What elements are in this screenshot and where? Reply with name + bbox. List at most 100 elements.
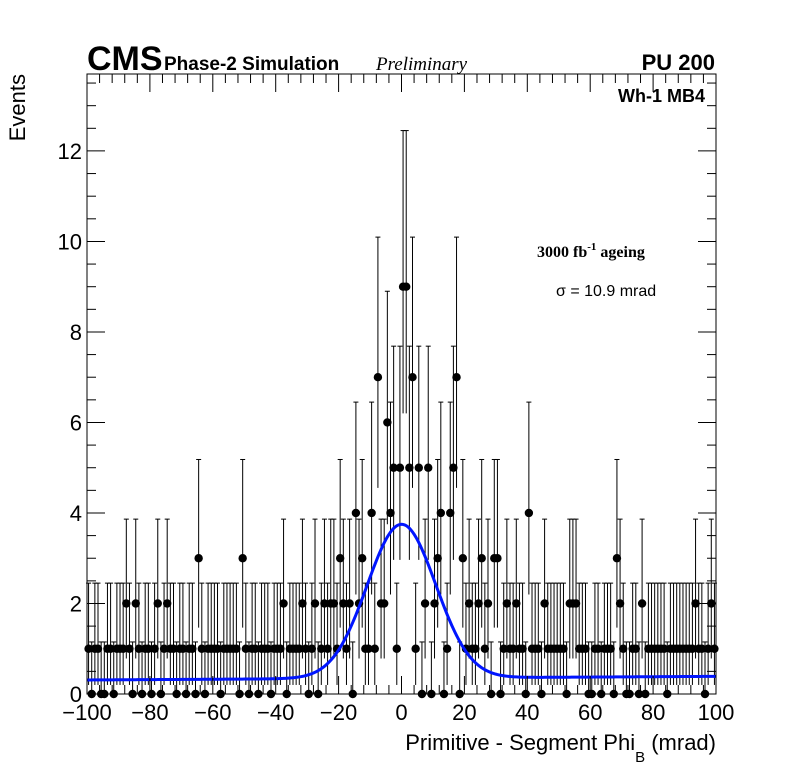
sigma-annotation: σ = 10.9 mrad <box>556 283 656 300</box>
data-point <box>512 599 521 608</box>
experiment-label: CMS <box>87 40 163 78</box>
x-tick-label: 100 <box>698 700 735 725</box>
ageing-annotation: 3000 fb-1 ageing <box>537 241 645 261</box>
data-point <box>571 599 581 608</box>
pileup-label: PU 200 <box>642 50 715 75</box>
data-point <box>524 508 534 518</box>
ageing-exponent: -1 <box>587 241 596 253</box>
data-point <box>194 554 203 563</box>
data-point <box>619 644 628 653</box>
x-axis-title-main: Primitive - Segment Phi <box>405 730 635 755</box>
data-point <box>477 554 486 563</box>
data-point <box>131 599 140 608</box>
data-point <box>480 644 490 653</box>
fit-curve <box>86 522 717 682</box>
y-tick-label: 6 <box>70 410 82 435</box>
data-point <box>367 508 376 518</box>
data-point <box>452 373 461 382</box>
data-point <box>373 373 383 382</box>
data-point <box>540 599 549 608</box>
data-point <box>342 644 351 653</box>
data-point <box>631 644 641 653</box>
data-point <box>323 644 332 653</box>
data-point <box>380 599 389 608</box>
data-point <box>178 644 188 653</box>
data-point <box>276 644 285 653</box>
data-point <box>637 599 647 608</box>
x-axis-title: Primitive - Segment PhiB (mrad) <box>405 730 716 766</box>
x-tick-label: 0 <box>395 700 407 725</box>
data-point <box>483 599 493 608</box>
data-point <box>364 644 373 653</box>
data-point <box>238 554 247 563</box>
data-point <box>474 599 483 608</box>
data-point <box>188 644 197 653</box>
data-point <box>606 644 615 653</box>
y-tick-label: 12 <box>58 139 82 164</box>
data-point <box>395 463 405 472</box>
data-point <box>471 644 480 653</box>
data-point <box>144 644 153 653</box>
data-point <box>691 599 700 608</box>
data-point <box>125 644 134 653</box>
data-point <box>213 644 222 653</box>
data-point <box>241 644 251 653</box>
data-point <box>279 599 288 608</box>
y-tick-label: 4 <box>70 501 82 526</box>
data-point <box>122 599 131 608</box>
status-label: Preliminary <box>375 54 468 75</box>
data-point <box>298 599 307 608</box>
data-point <box>659 644 669 653</box>
data-point <box>688 644 697 653</box>
data-point <box>335 554 345 563</box>
data-points <box>84 282 719 699</box>
data-point <box>411 644 420 653</box>
data-point <box>317 644 326 653</box>
x-tick-label: −60 <box>194 700 231 725</box>
data-point <box>232 644 241 653</box>
data-point <box>392 644 401 653</box>
data-point <box>357 554 367 563</box>
data-point <box>106 644 115 653</box>
data-point <box>581 644 590 653</box>
region-label: Wh-1 MB4 <box>618 86 705 106</box>
data-point <box>436 508 446 518</box>
y-tick-label: 2 <box>70 591 82 616</box>
data-point <box>414 463 423 472</box>
x-tick-label: −100 <box>62 700 112 725</box>
data-point <box>310 599 320 608</box>
data-point <box>433 554 442 563</box>
data-point <box>295 644 304 653</box>
data-point <box>251 644 260 653</box>
ageing-value: 3000 fb <box>537 244 587 261</box>
data-point <box>307 644 317 653</box>
data-point <box>449 463 458 472</box>
data-point <box>697 644 707 653</box>
data-point <box>508 644 518 653</box>
data-point <box>263 644 273 653</box>
data-point <box>93 644 103 653</box>
data-point <box>134 644 144 653</box>
data-point <box>162 599 172 608</box>
data-point <box>405 463 414 472</box>
axis-ticks <box>86 74 717 695</box>
y-tick-label: 0 <box>70 682 82 707</box>
data-point <box>351 508 361 518</box>
x-tick-label: 20 <box>452 700 476 725</box>
data-point <box>612 554 622 563</box>
y-tick-label: 8 <box>70 320 82 345</box>
data-point <box>389 463 398 472</box>
data-point <box>339 599 348 608</box>
data-point <box>420 599 430 608</box>
data-point <box>593 644 603 653</box>
data-point <box>408 373 417 382</box>
data-point <box>402 282 411 291</box>
x-tick-label: −20 <box>320 700 357 725</box>
data-point <box>615 599 625 608</box>
data-point <box>502 599 512 608</box>
axis-tick-labels: −100 −80 −60 −40 −20 0 20 40 60 80 100 0 2 4 6 8 10 12 <box>58 139 735 725</box>
data-point <box>458 554 468 563</box>
data-point <box>159 644 169 653</box>
data-point <box>320 599 329 608</box>
data-point <box>493 554 502 563</box>
